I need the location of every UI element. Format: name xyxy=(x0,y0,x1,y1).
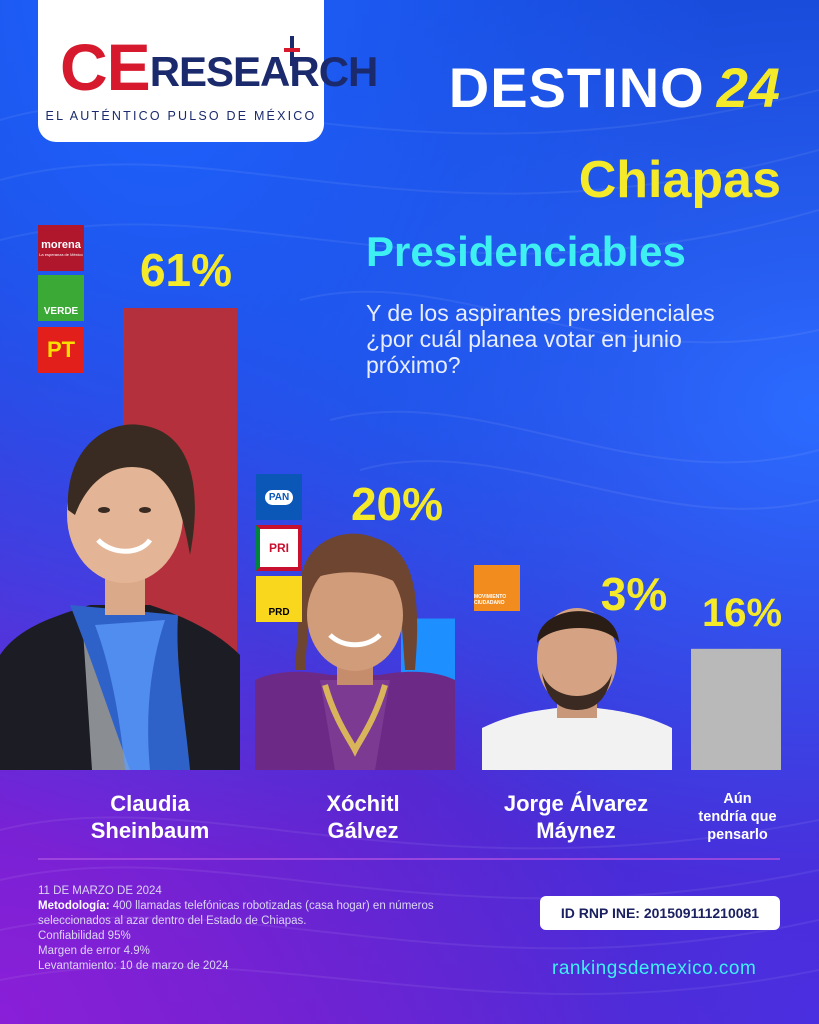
headline-word: DESTINO xyxy=(448,56,705,119)
pt-logo: PT xyxy=(38,327,84,373)
survey-question: Y de los aspirantes presidenciales ¿por … xyxy=(366,300,715,378)
pri-logo: PRI xyxy=(256,525,302,571)
methodology-block: 11 DE MARZO DE 2024 Metodología: 400 lla… xyxy=(38,884,458,974)
movimiento-ciudadano-logo: MOVIMIENTO CIUDADANO xyxy=(474,565,520,611)
xochitl-galvez-photo xyxy=(255,533,455,770)
bar-label-undecided: 16% xyxy=(702,591,782,635)
bar-label-maynez: 3% xyxy=(601,568,667,620)
logo-card: CERESEARCH EL AUTÉNTICO PULSO DE MÉXICO xyxy=(38,0,378,142)
morena-logo: morena La esperanza de México xyxy=(38,225,84,271)
jorge-alvarez-maynez-photo xyxy=(482,608,672,770)
category-name-undecided: Aún tendría que pensarlo xyxy=(698,791,777,843)
confidence-level: Confiabilidad 95% xyxy=(38,930,131,942)
candidate-name-galvez: Xóchitl Gálvez xyxy=(326,791,400,843)
methodology-text: Metodología: 400 llamadas telefónicas ro… xyxy=(38,900,434,927)
logo-tagline: EL AUTÉNTICO PULSO DE MÉXICO xyxy=(45,109,317,123)
candidate-name-maynez: Jorge Álvarez Máynez xyxy=(503,791,649,843)
website-link[interactable]: rankingsdemexico.com xyxy=(552,958,757,979)
ce-research-logo: CERESEARCH xyxy=(60,34,379,100)
logo-cross-icon xyxy=(284,36,300,66)
bar-label-sheinbaum: 61% xyxy=(140,244,232,296)
survey-period: Levantamiento: 10 de marzo de 2024 xyxy=(38,960,229,972)
claudia-sheinbaum-photo xyxy=(0,424,240,770)
candidate-name-sheinbaum: Claudia Sheinbaum xyxy=(90,791,210,843)
headline: DESTINO 24 xyxy=(449,58,781,118)
survey-date: 11 DE MARZO DE 2024 xyxy=(38,885,162,897)
logo-ce-text: CE xyxy=(60,30,151,104)
headline-number: 24 xyxy=(716,56,781,119)
bar-label-galvez: 20% xyxy=(351,478,443,530)
verde-logo: VERDE xyxy=(38,275,84,321)
pan-logo: PAN xyxy=(256,474,302,520)
subtitle: Presidenciables xyxy=(366,228,686,275)
prd-logo: PRD xyxy=(256,576,302,622)
footer-divider xyxy=(38,858,780,860)
margin-of-error: Margen de error 4.9% xyxy=(38,945,150,957)
state-title: Chiapas xyxy=(578,151,781,209)
logo-research-text: RESEARCH xyxy=(149,48,379,95)
rnp-ine-badge: ID RNP INE: 201509111210081 xyxy=(540,896,780,930)
bar-undecided xyxy=(691,648,781,770)
